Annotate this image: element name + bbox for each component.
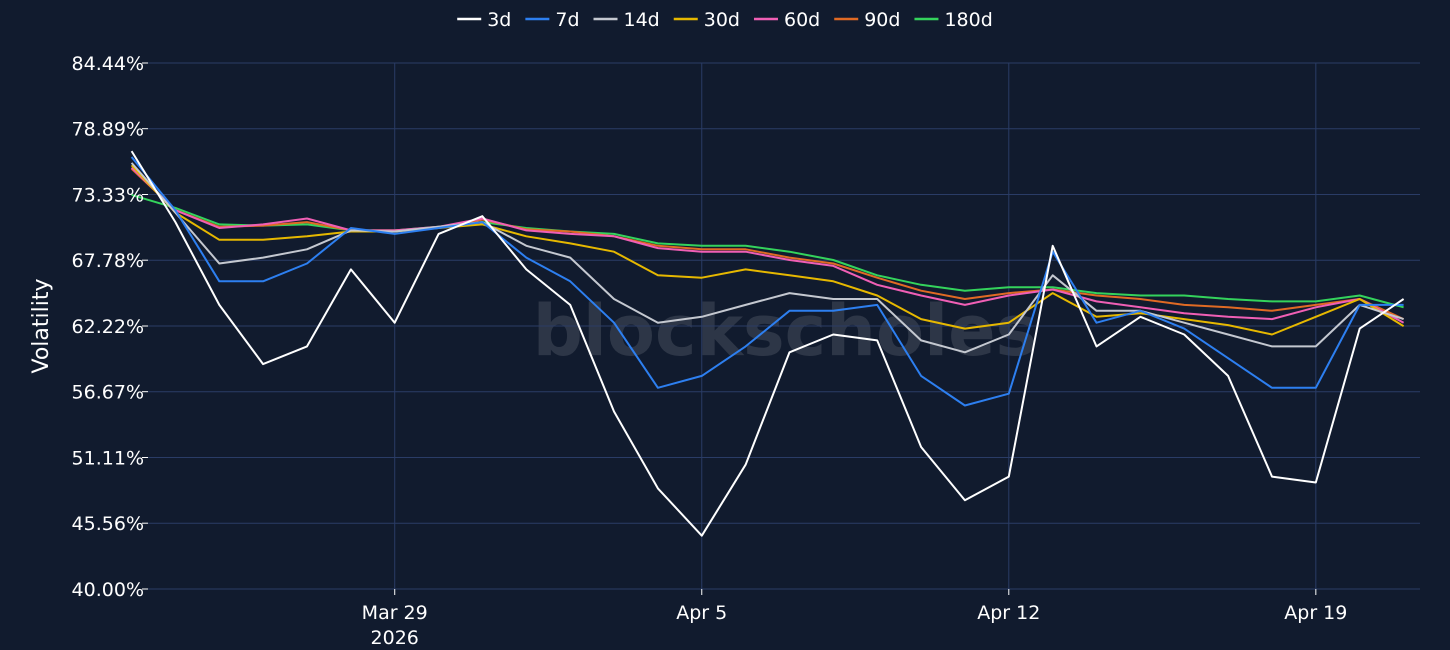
legend-item-14d[interactable]: 14d (593, 9, 660, 31)
y-tick-label: 73.33% (72, 185, 144, 207)
legend-label: 30d (704, 9, 740, 31)
x-tick-label: Apr 12 (977, 602, 1040, 624)
legend-item-3d[interactable]: 3d (457, 9, 511, 31)
legend-item-7d[interactable]: 7d (525, 9, 580, 31)
legend-item-180d[interactable]: 180d (914, 9, 993, 31)
legend-label: 7d (555, 9, 579, 31)
legend-item-30d[interactable]: 30d (673, 9, 740, 31)
series-layer (130, 150, 1405, 537)
y-axis-label: Volatility (29, 278, 54, 373)
y-tick-label: 40.00% (72, 579, 144, 601)
series-line-60d (130, 166, 1405, 324)
watermark: blockscholes (533, 290, 1037, 372)
y-tick-label: 84.44% (72, 53, 144, 75)
legend-label: 14d (624, 9, 660, 31)
x-tick-label: Apr 19 (1284, 602, 1347, 624)
x-tick-label: Mar 29 (362, 602, 428, 624)
y-tick-label: 62.22% (72, 316, 144, 338)
y-tick-label: 51.11% (72, 448, 144, 470)
x-tick-label: Apr 5 (676, 602, 727, 624)
y-tick-label: 45.56% (72, 513, 144, 535)
series-line-30d (130, 164, 1405, 336)
y-tick-label: 67.78% (72, 250, 144, 272)
y-tick-label: 78.89% (72, 119, 144, 141)
legend-item-90d[interactable]: 90d (834, 9, 900, 31)
y-tick-label: 56.67% (72, 382, 144, 404)
legend-item-60d[interactable]: 60d (753, 9, 820, 31)
series-line-3d (130, 150, 1405, 537)
x-axis-ticks: Mar 29 2026 Apr 5 Apr 12 Apr 19 (362, 589, 1347, 649)
legend[interactable]: 3d 7d 14d 30d 60d 90d 180d (457, 9, 993, 31)
legend-label: 90d (864, 9, 900, 31)
series-line-7d (130, 156, 1404, 407)
y-axis-ticks: 40.00% 45.56% 51.11% 56.67% 62.22% 67.78% 73.3… (72, 53, 148, 601)
chart-grid (148, 62, 1420, 590)
legend-label: 180d (944, 9, 992, 31)
x-tick-sublabel: 2026 (371, 627, 419, 649)
legend-label: 3d (487, 9, 511, 31)
legend-label: 60d (784, 9, 820, 31)
